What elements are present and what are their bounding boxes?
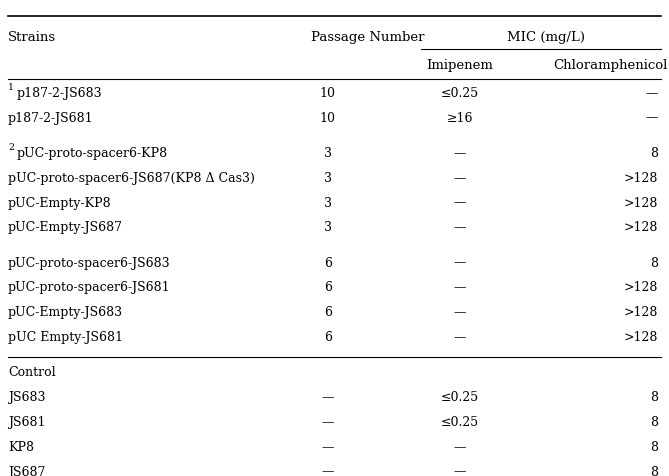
Text: 8: 8 — [650, 415, 658, 428]
Text: —: — — [322, 415, 334, 428]
Text: JS683: JS683 — [8, 390, 45, 403]
Text: pUC-proto-spacer6-JS687(KP8 Δ Cas3): pUC-proto-spacer6-JS687(KP8 Δ Cas3) — [8, 171, 255, 184]
Text: 8: 8 — [650, 440, 658, 453]
Text: ≤0.25: ≤0.25 — [441, 87, 478, 99]
Text: >128: >128 — [624, 330, 658, 343]
Text: —: — — [454, 465, 466, 476]
Text: MIC (mg/L): MIC (mg/L) — [507, 30, 585, 44]
Text: —: — — [454, 440, 466, 453]
Text: —: — — [454, 221, 466, 234]
Text: p187-2-JS681: p187-2-JS681 — [8, 111, 94, 124]
Text: JS687: JS687 — [8, 465, 45, 476]
Text: 10: 10 — [320, 87, 336, 99]
Text: JS681: JS681 — [8, 415, 45, 428]
Text: 6: 6 — [324, 330, 332, 343]
Text: —: — — [454, 330, 466, 343]
Text: —: — — [454, 171, 466, 184]
Text: KP8: KP8 — [8, 440, 34, 453]
Text: —: — — [645, 111, 658, 124]
Text: p187-2-JS683: p187-2-JS683 — [17, 87, 102, 99]
Text: —: — — [645, 87, 658, 99]
Text: —: — — [454, 196, 466, 209]
Text: —: — — [454, 306, 466, 318]
Text: 3: 3 — [324, 147, 332, 159]
Text: —: — — [322, 390, 334, 403]
Text: ≥16: ≥16 — [446, 111, 473, 124]
Text: ≤0.25: ≤0.25 — [441, 415, 478, 428]
Text: >128: >128 — [624, 171, 658, 184]
Text: Imipenem: Imipenem — [426, 59, 493, 72]
Text: —: — — [322, 465, 334, 476]
Text: 1: 1 — [8, 83, 14, 92]
Text: 3: 3 — [324, 221, 332, 234]
Text: >128: >128 — [624, 281, 658, 294]
Text: —: — — [322, 440, 334, 453]
Text: 8: 8 — [650, 256, 658, 269]
Text: 8: 8 — [650, 465, 658, 476]
Text: pUC-Empty-JS687: pUC-Empty-JS687 — [8, 221, 123, 234]
Text: 3: 3 — [324, 171, 332, 184]
Text: 8: 8 — [650, 147, 658, 159]
Text: 6: 6 — [324, 306, 332, 318]
Text: 8: 8 — [650, 390, 658, 403]
Text: Strains: Strains — [8, 30, 56, 44]
Text: —: — — [454, 147, 466, 159]
Text: ≤0.25: ≤0.25 — [441, 390, 478, 403]
Text: 6: 6 — [324, 281, 332, 294]
Text: >128: >128 — [624, 221, 658, 234]
Text: —: — — [454, 281, 466, 294]
Text: —: — — [454, 256, 466, 269]
Text: pUC-proto-spacer6-JS681: pUC-proto-spacer6-JS681 — [8, 281, 171, 294]
Text: Control: Control — [8, 366, 56, 378]
Text: pUC Empty-JS681: pUC Empty-JS681 — [8, 330, 123, 343]
Text: 3: 3 — [324, 196, 332, 209]
Text: 10: 10 — [320, 111, 336, 124]
Text: >128: >128 — [624, 306, 658, 318]
Text: pUC-Empty-KP8: pUC-Empty-KP8 — [8, 196, 112, 209]
Text: >128: >128 — [624, 196, 658, 209]
Text: pUC-proto-spacer6-KP8: pUC-proto-spacer6-KP8 — [17, 147, 168, 159]
Text: 2: 2 — [8, 143, 14, 152]
Text: 6: 6 — [324, 256, 332, 269]
Text: Passage Number: Passage Number — [311, 30, 425, 44]
Text: pUC-Empty-JS683: pUC-Empty-JS683 — [8, 306, 123, 318]
Text: Chloramphenicol: Chloramphenicol — [554, 59, 668, 72]
Text: pUC-proto-spacer6-JS683: pUC-proto-spacer6-JS683 — [8, 256, 171, 269]
